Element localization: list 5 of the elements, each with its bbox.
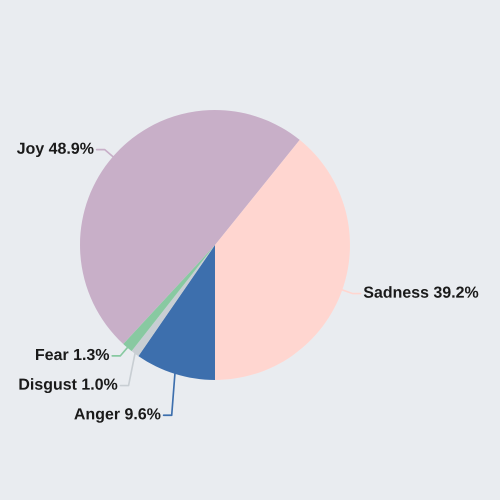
slice-label: Anger 9.6% [74,408,160,423]
slice-label: Sadness 39.2% [364,286,478,298]
slice-label: Disgust 1.0% [19,378,118,394]
slice-label: Fear 1.3% [36,348,110,360]
slice-label: Joy 48.9% [16,142,94,158]
